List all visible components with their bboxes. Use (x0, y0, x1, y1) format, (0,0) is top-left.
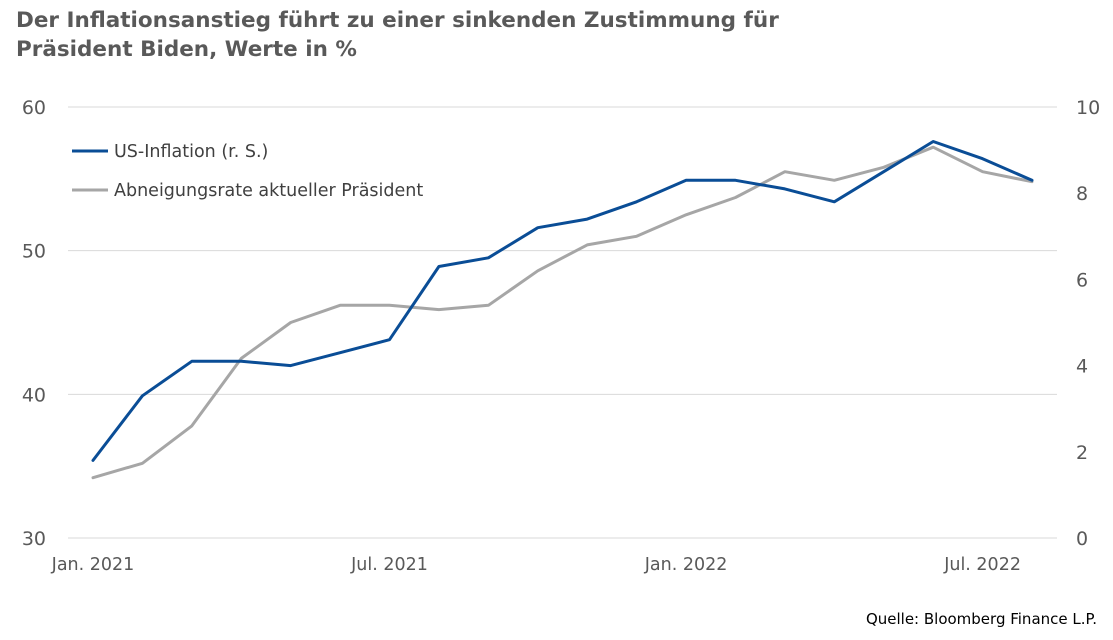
y-right-tick-label: 8 (1076, 183, 1088, 205)
y-left-tick-label: 60 (22, 97, 46, 119)
series-line-inflation (91, 140, 1034, 462)
x-tick-label: Jul. 2022 (943, 555, 1021, 575)
source-note: Quelle: Bloomberg Finance L.P. (865, 610, 1097, 628)
x-tick-label: Jul. 2021 (350, 555, 428, 575)
y-left-tick-label: 40 (22, 384, 46, 406)
y-right-tick-label: 0 (1076, 528, 1088, 550)
x-axis: Jan. 2021 Jul. 2021 Jan. 2022 Jul. 2022 (51, 555, 1021, 575)
y-right-tick-label: 2 (1076, 442, 1088, 464)
chart-title-line-2: Präsident Biden, Werte in % (16, 37, 357, 62)
series-line-disapproval (91, 145, 1034, 480)
legend-label: US-Inflation (r. S.) (114, 142, 268, 162)
x-tick-label: Jan. 2021 (51, 555, 135, 575)
y-right-tick-label: 10 (1076, 97, 1100, 119)
x-tick-label: Jan. 2022 (644, 555, 728, 575)
chart-title-line-1: Der Inflationsanstieg führt zu einer sin… (16, 8, 779, 33)
y-axis-left: 30 40 50 60 (22, 97, 46, 550)
chart-title: Der Inflationsanstieg führt zu einer sin… (16, 6, 1096, 64)
series-lines (91, 140, 1034, 480)
y-axis-right: 0 2 4 6 8 10 (1076, 97, 1100, 550)
y-right-tick-label: 4 (1076, 356, 1088, 378)
y-right-tick-label: 6 (1076, 269, 1088, 291)
gridlines (68, 106, 1057, 539)
legend: US-Inflation (r. S.) Abneigungsrate aktue… (72, 142, 423, 201)
legend-label: Abneigungsrate aktueller Präsident (114, 181, 423, 201)
y-left-tick-label: 50 (22, 241, 46, 263)
y-left-tick-label: 30 (22, 528, 46, 550)
